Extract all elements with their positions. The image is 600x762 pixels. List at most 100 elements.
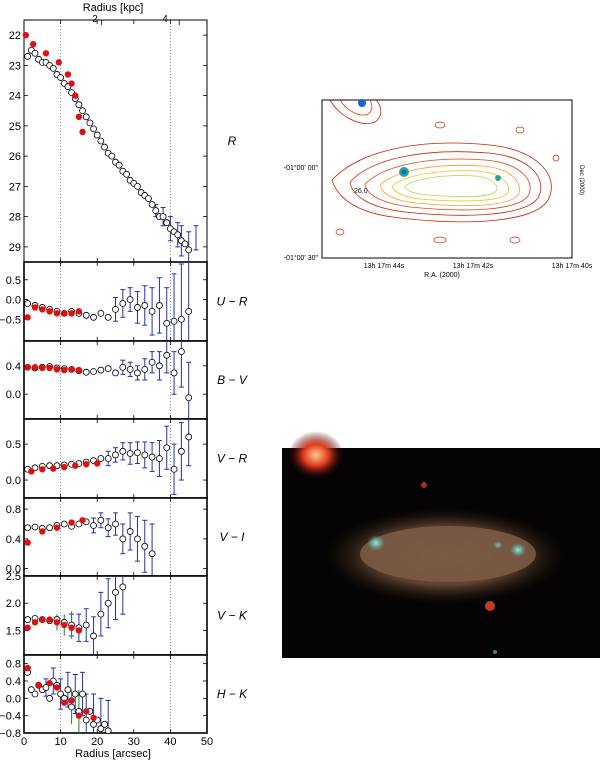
ra-tick-label: 13h 17m 40s bbox=[552, 263, 593, 270]
data-point-open bbox=[119, 447, 127, 455]
contour-outer bbox=[329, 99, 382, 124]
contour-inner bbox=[404, 175, 498, 198]
data-point-open bbox=[152, 207, 160, 214]
data-point-open bbox=[90, 125, 97, 133]
y-tick-label: 2.5 bbox=[6, 571, 21, 583]
data-point-red bbox=[53, 684, 61, 691]
data-point-red bbox=[61, 621, 68, 629]
data-point-red bbox=[24, 624, 31, 631]
y-tick-label: 0.0 bbox=[6, 295, 21, 307]
y-tick-label: −0.8 bbox=[0, 728, 21, 740]
data-point-open bbox=[86, 119, 94, 127]
data-point-open bbox=[104, 727, 112, 735]
contour-map-frame bbox=[321, 99, 573, 259]
data-point-open bbox=[141, 451, 149, 459]
data-point-open bbox=[126, 296, 134, 303]
panel-frame bbox=[23, 340, 208, 420]
data-point-open bbox=[97, 366, 105, 374]
y-tick-label: 0.0 bbox=[6, 389, 21, 401]
data-point-red bbox=[72, 462, 79, 469]
data-point-red bbox=[31, 619, 39, 626]
y-tick-label: 0.8 bbox=[6, 504, 21, 516]
data-point-red bbox=[29, 41, 37, 48]
data-point-open bbox=[24, 524, 32, 532]
data-point-open bbox=[90, 632, 97, 640]
x-tick-label: 50 bbox=[201, 736, 213, 748]
contour-outer bbox=[339, 99, 373, 116]
data-point-open bbox=[57, 74, 64, 81]
data-point-open bbox=[119, 535, 127, 543]
data-point-open bbox=[112, 369, 119, 377]
data-point-open bbox=[134, 182, 141, 190]
data-point-red bbox=[31, 364, 39, 371]
data-point-open bbox=[104, 365, 112, 373]
y-tick-label: 0.8 bbox=[6, 659, 21, 671]
data-point-red bbox=[39, 364, 46, 372]
contour-core bbox=[495, 175, 501, 181]
data-point-open bbox=[46, 524, 54, 532]
data-point-open bbox=[141, 302, 149, 309]
data-point-open bbox=[104, 599, 112, 607]
ra-tick-label: 13h 17m 44s bbox=[364, 263, 405, 270]
data-point-open bbox=[79, 107, 86, 115]
data-point-red bbox=[68, 310, 75, 317]
contour-small bbox=[433, 236, 447, 244]
data-point-red bbox=[31, 304, 39, 311]
data-point-open bbox=[82, 368, 90, 376]
y-tick-label: 0.0 bbox=[6, 475, 21, 487]
data-point-red bbox=[75, 712, 83, 719]
contour-mid bbox=[379, 164, 520, 206]
data-point-open bbox=[97, 455, 105, 462]
data-point-red bbox=[75, 627, 83, 634]
top-axis-tick-label: 2 bbox=[92, 14, 98, 25]
panel-label: B − V bbox=[217, 373, 248, 387]
data-point-open bbox=[104, 524, 112, 532]
data-point-open bbox=[101, 143, 108, 151]
data-point-red bbox=[53, 619, 61, 626]
profile-plots: 22 23 24 25 26 27 28 29 R −0.5 0.0 0.5 U − R 0.0 0.4 B … bbox=[0, 19, 248, 748]
data-point-open bbox=[119, 583, 127, 591]
data-point-open bbox=[101, 720, 108, 728]
data-point-open bbox=[64, 686, 72, 694]
galaxy-color-image bbox=[282, 431, 600, 658]
data-point-open bbox=[104, 455, 112, 462]
data-point-open bbox=[134, 449, 141, 457]
data-point-red bbox=[79, 128, 86, 136]
data-point-red bbox=[24, 664, 31, 672]
data-point-open bbox=[93, 131, 101, 139]
data-point-open bbox=[68, 703, 75, 711]
contour-mid bbox=[391, 170, 510, 202]
dec-tick-label: -01°00' 30" bbox=[284, 254, 319, 262]
data-point-open bbox=[112, 305, 119, 313]
data-point-open bbox=[90, 720, 97, 728]
data-point-red bbox=[46, 308, 53, 315]
contour-small bbox=[515, 126, 525, 134]
data-point-red bbox=[83, 461, 90, 468]
data-point-red bbox=[68, 519, 75, 526]
data-point-red bbox=[75, 366, 83, 374]
data-point-open bbox=[90, 368, 97, 375]
data-point-open bbox=[134, 369, 141, 377]
ra-axis-label: R.A. (2000) bbox=[424, 272, 460, 279]
foreground-star bbox=[288, 431, 344, 479]
data-point-open bbox=[24, 300, 32, 307]
data-point-open bbox=[170, 369, 178, 377]
data-point-open bbox=[126, 365, 134, 373]
data-point-open bbox=[31, 49, 39, 57]
data-point-open bbox=[134, 304, 141, 311]
contour-lines bbox=[329, 99, 560, 244]
data-point-open bbox=[97, 309, 105, 317]
y-tick-label: 1.5 bbox=[6, 625, 21, 637]
data-point-red bbox=[22, 31, 30, 39]
data-point-open bbox=[24, 616, 32, 623]
panel-frame bbox=[23, 19, 208, 263]
data-point-red bbox=[68, 624, 75, 631]
data-point-open bbox=[185, 394, 193, 402]
data-point-red bbox=[90, 714, 97, 722]
foreground-star bbox=[421, 482, 427, 488]
y-tick-label: −0.4 bbox=[0, 711, 21, 723]
y-tick-label: 23 bbox=[9, 60, 21, 72]
contour-outer bbox=[331, 142, 552, 223]
data-point-open bbox=[185, 246, 193, 254]
